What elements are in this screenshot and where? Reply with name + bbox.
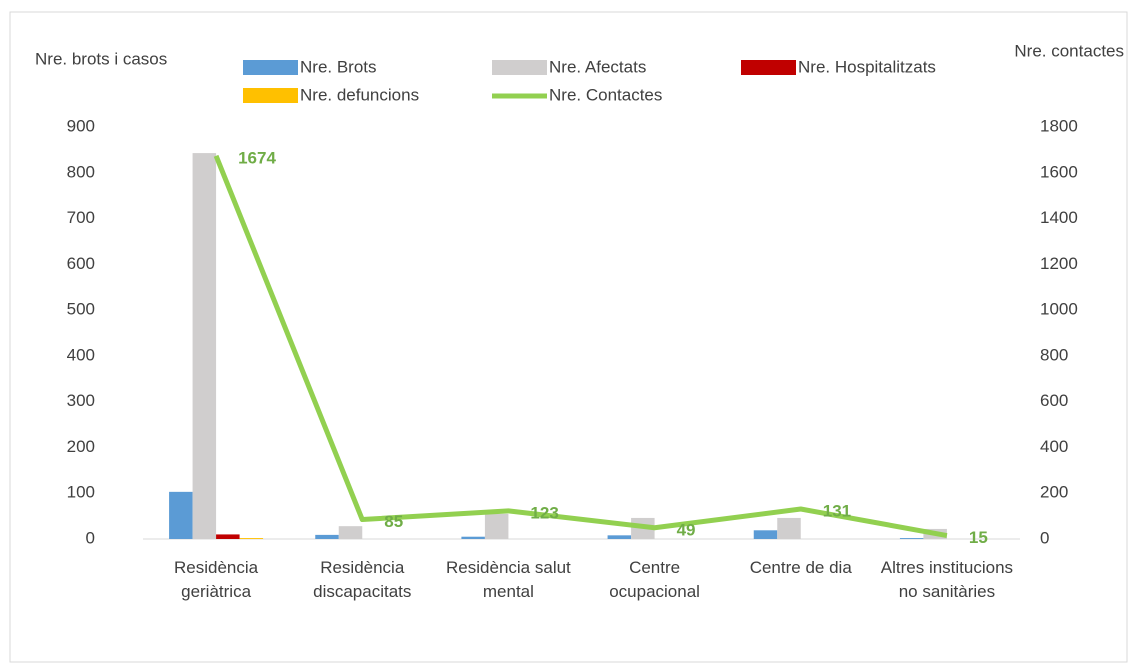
bar bbox=[192, 153, 217, 540]
bar bbox=[169, 491, 193, 539]
bar bbox=[461, 536, 485, 539]
legend-swatch bbox=[243, 60, 298, 75]
y2-axis-title: Nre. contactes bbox=[1014, 41, 1124, 60]
x-tick-label: Altres institucions no sanitàries bbox=[880, 558, 1014, 601]
bar bbox=[315, 534, 339, 539]
x-tick-label: Residència geriàtrica bbox=[174, 558, 259, 601]
data-label: 131 bbox=[823, 501, 851, 520]
data-label: 123 bbox=[530, 503, 558, 522]
legend-swatch bbox=[741, 60, 796, 75]
legend-swatch bbox=[492, 60, 547, 75]
legend-label: Nre. Afectats bbox=[549, 57, 646, 76]
y-tick-label: 400 bbox=[67, 345, 95, 364]
y-tick-label: 700 bbox=[67, 208, 95, 227]
data-label: 85 bbox=[384, 512, 403, 531]
data-label: 1674 bbox=[238, 148, 276, 167]
y-tick-label: 200 bbox=[67, 437, 95, 456]
legend-swatch bbox=[243, 88, 298, 103]
y-tick-label: 500 bbox=[67, 300, 95, 319]
data-label: 15 bbox=[969, 528, 988, 547]
bar bbox=[753, 530, 778, 539]
y-axis-title: Nre. brots i casos bbox=[35, 49, 167, 68]
y2-tick-label: 1800 bbox=[1040, 116, 1078, 135]
y2-tick-label: 1400 bbox=[1040, 208, 1078, 227]
bar bbox=[899, 538, 924, 539]
y-tick-label: 0 bbox=[86, 528, 95, 547]
y2-tick-label: 200 bbox=[1040, 483, 1068, 502]
bar bbox=[338, 526, 363, 539]
bar bbox=[777, 517, 801, 539]
y-tick-label: 300 bbox=[67, 391, 95, 410]
x-tick-label: Centre ocupacional bbox=[609, 558, 700, 601]
bar bbox=[216, 534, 240, 539]
y2-tick-label: 800 bbox=[1040, 345, 1068, 364]
y2-tick-label: 400 bbox=[1040, 437, 1068, 456]
y-tick-label: 900 bbox=[67, 116, 95, 135]
bar bbox=[484, 513, 509, 539]
y2-tick-label: 1000 bbox=[1040, 300, 1078, 319]
x-tick-label: Residència salut mental bbox=[446, 558, 571, 601]
y2-tick-label: 1200 bbox=[1040, 254, 1078, 273]
y-tick-label: 100 bbox=[67, 483, 95, 502]
data-label: 49 bbox=[677, 520, 696, 539]
legend-label: Nre. Brots bbox=[300, 57, 377, 76]
bar bbox=[239, 538, 264, 539]
x-tick-label: Residència discapacitats bbox=[313, 558, 412, 601]
x-tick-label: Centre de dia bbox=[749, 558, 852, 577]
y-tick-label: 600 bbox=[67, 254, 95, 273]
y-tick-label: 800 bbox=[67, 162, 95, 181]
legend-label: Nre. defuncions bbox=[300, 85, 419, 104]
y2-tick-label: 0 bbox=[1040, 528, 1049, 547]
y2-tick-label: 600 bbox=[1040, 391, 1068, 410]
legend-label: Nre. Contactes bbox=[549, 85, 662, 104]
legend-label: Nre. Hospitalitzats bbox=[798, 57, 936, 76]
line-series bbox=[213, 154, 948, 539]
y2-tick-label: 1600 bbox=[1040, 162, 1078, 181]
bar bbox=[607, 535, 632, 539]
